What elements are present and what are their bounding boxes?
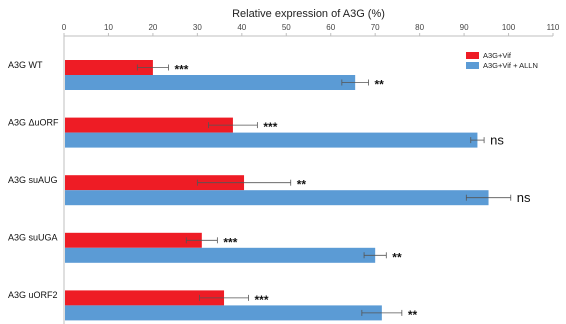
x-tick-label: 100 <box>502 23 516 32</box>
x-tick-label: 80 <box>415 23 424 32</box>
x-tick-label: 40 <box>237 23 246 32</box>
x-tick-label: 110 <box>547 23 560 32</box>
category-label: A3G WT <box>8 60 43 70</box>
bar <box>65 117 233 133</box>
bars: ********ns**ns********** <box>65 60 531 322</box>
category-labels: A3G WT A3G ΔuORF A3G suAUG A3G suUGA A3G uOR… <box>8 60 59 300</box>
significance-label: ns <box>490 133 504 148</box>
bar <box>65 60 153 75</box>
x-tick-label: 70 <box>371 23 380 32</box>
legend-label: A3G+Vif <box>483 51 512 60</box>
legend-label: A3G+Vif + ALLN <box>483 61 538 70</box>
x-tick-label: 10 <box>104 23 113 32</box>
significance-label: ** <box>297 178 307 192</box>
category-label: A3G uORF2 <box>8 290 58 300</box>
x-tick-label: 90 <box>460 23 469 32</box>
x-tick-label: 0 <box>62 23 67 32</box>
x-tick-label: 30 <box>193 23 202 32</box>
x-tick-label: 20 <box>148 23 157 32</box>
category-label: A3G ΔuORF <box>8 117 59 127</box>
legend-swatch <box>466 62 479 69</box>
significance-label: *** <box>263 120 277 134</box>
bar <box>65 175 245 191</box>
category-label: A3G suUGA <box>8 233 58 243</box>
significance-label: *** <box>254 293 268 307</box>
bar <box>65 190 489 206</box>
x-tick-label: 50 <box>282 23 291 32</box>
bar <box>65 132 478 148</box>
significance-label: ** <box>375 78 385 92</box>
legend-swatch <box>466 52 479 59</box>
significance-label: ns <box>517 190 531 205</box>
bar <box>65 75 356 90</box>
bar <box>65 290 225 306</box>
significance-label: ** <box>392 250 402 264</box>
significance-label: ** <box>408 308 418 322</box>
significance-label: *** <box>223 235 237 249</box>
bar <box>65 232 202 248</box>
category-label: A3G suAUG <box>8 175 58 185</box>
bar <box>65 247 376 263</box>
chart-title: Relative expression of A3G (%) <box>232 8 385 20</box>
significance-label: *** <box>174 63 188 77</box>
bar <box>65 305 382 321</box>
x-tick-label: 60 <box>326 23 335 32</box>
x-axis: 0 10 20 30 40 50 60 70 80 90 100 110 <box>62 23 560 324</box>
